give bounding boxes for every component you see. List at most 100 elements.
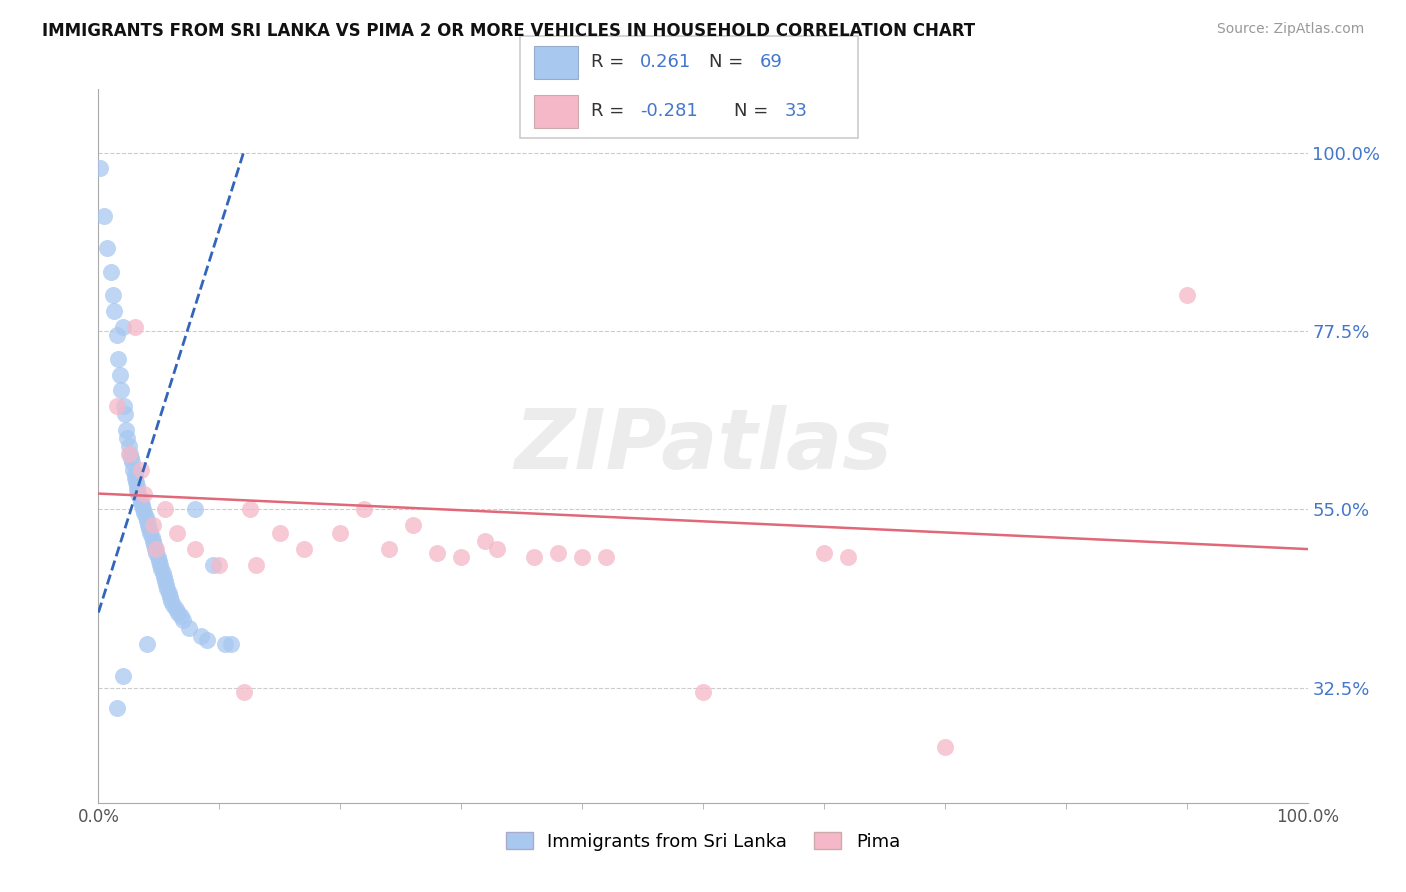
Point xyxy=(166,526,188,541)
Point xyxy=(150,562,173,576)
Point xyxy=(129,494,152,508)
Point xyxy=(93,209,115,223)
Point xyxy=(148,554,170,568)
Point xyxy=(118,439,141,453)
Point xyxy=(402,518,425,533)
Point xyxy=(486,542,509,557)
Text: N =: N = xyxy=(709,53,749,70)
Text: 33: 33 xyxy=(785,102,808,120)
Point xyxy=(112,400,135,414)
Point xyxy=(135,637,157,651)
Point xyxy=(118,447,141,461)
Point xyxy=(156,582,179,596)
Point xyxy=(110,384,132,398)
Point xyxy=(153,574,176,588)
Point xyxy=(111,320,134,334)
Point xyxy=(474,534,496,549)
Point xyxy=(450,549,472,564)
Text: R =: R = xyxy=(591,53,630,70)
Point xyxy=(131,499,153,513)
Point xyxy=(125,475,148,489)
Point xyxy=(103,304,125,318)
Point xyxy=(143,538,166,552)
Point xyxy=(115,423,138,437)
Point xyxy=(195,633,218,648)
Point xyxy=(329,526,352,541)
Point xyxy=(221,637,243,651)
Point xyxy=(169,609,191,624)
Text: 69: 69 xyxy=(759,53,783,70)
Point xyxy=(128,491,150,505)
Text: R =: R = xyxy=(591,102,630,120)
Text: 0.261: 0.261 xyxy=(640,53,692,70)
Point xyxy=(105,328,128,343)
Point xyxy=(269,526,291,541)
Point xyxy=(134,507,156,521)
Point xyxy=(122,463,145,477)
Point xyxy=(426,546,449,560)
Point xyxy=(118,447,141,461)
Point xyxy=(111,669,134,683)
Point xyxy=(96,241,118,255)
Point xyxy=(124,467,146,481)
Point xyxy=(127,483,149,497)
Point xyxy=(165,601,187,615)
Point xyxy=(245,558,267,572)
Point xyxy=(1175,288,1198,302)
Point xyxy=(155,578,177,592)
Point xyxy=(157,585,180,599)
Point xyxy=(101,288,124,302)
Point xyxy=(595,549,617,564)
Point xyxy=(184,542,207,557)
Point xyxy=(136,518,159,533)
Point xyxy=(138,522,160,536)
Point xyxy=(153,502,176,516)
Point xyxy=(114,407,136,421)
Point xyxy=(190,629,212,643)
Point xyxy=(129,463,152,477)
Point xyxy=(208,558,231,572)
Point xyxy=(135,514,157,528)
Point xyxy=(139,526,162,541)
Point xyxy=(132,502,155,516)
Legend: Immigrants from Sri Lanka, Pima: Immigrants from Sri Lanka, Pima xyxy=(499,825,907,858)
Point xyxy=(377,542,399,557)
Point xyxy=(292,542,315,557)
Point xyxy=(107,351,129,366)
Point xyxy=(214,637,236,651)
Point xyxy=(105,400,128,414)
Point xyxy=(142,534,165,549)
Text: IMMIGRANTS FROM SRI LANKA VS PIMA 2 OR MORE VEHICLES IN HOUSEHOLD CORRELATION CH: IMMIGRANTS FROM SRI LANKA VS PIMA 2 OR M… xyxy=(42,22,976,40)
Text: Source: ZipAtlas.com: Source: ZipAtlas.com xyxy=(1216,22,1364,37)
Point xyxy=(143,542,166,557)
Point xyxy=(159,590,181,604)
Point xyxy=(353,502,375,516)
Point xyxy=(135,510,157,524)
Point xyxy=(145,542,167,557)
Point xyxy=(160,593,183,607)
Point xyxy=(172,614,194,628)
Point xyxy=(167,606,190,620)
Point xyxy=(105,700,128,714)
Point xyxy=(837,549,859,564)
Point xyxy=(179,621,201,635)
Point xyxy=(934,740,956,755)
Point xyxy=(142,518,165,533)
Point xyxy=(127,478,149,492)
Point xyxy=(692,685,714,699)
Point xyxy=(547,546,569,560)
Point xyxy=(124,320,146,334)
Point xyxy=(117,431,139,445)
Point xyxy=(146,549,169,564)
Point xyxy=(121,455,143,469)
Point xyxy=(145,546,167,560)
Text: ZIPatlas: ZIPatlas xyxy=(515,406,891,486)
Point xyxy=(120,450,142,465)
Point xyxy=(232,685,254,699)
Point xyxy=(141,530,163,544)
Point xyxy=(124,471,146,485)
Point xyxy=(127,486,149,500)
Point xyxy=(571,549,593,564)
Point xyxy=(523,549,546,564)
Point xyxy=(184,502,207,516)
